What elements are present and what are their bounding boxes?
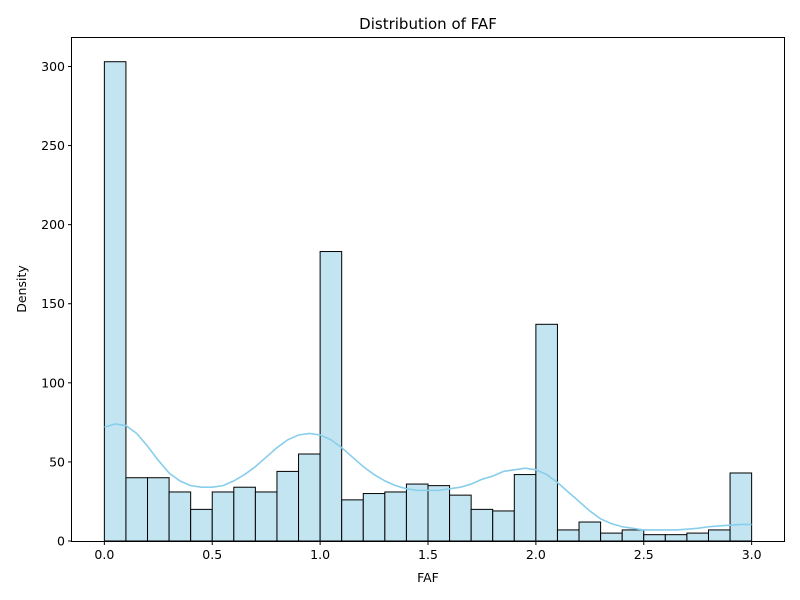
histogram-bar bbox=[427, 485, 451, 542]
histogram-bar bbox=[470, 508, 494, 542]
histogram-bar bbox=[449, 494, 472, 542]
chart-title: Distribution of FAF bbox=[359, 15, 497, 33]
x-tick-label: 0.0 bbox=[94, 547, 114, 562]
x-tick-label: 2.5 bbox=[634, 547, 654, 562]
histogram-bar bbox=[535, 323, 558, 542]
histogram-bar bbox=[147, 477, 170, 542]
histogram-bar bbox=[319, 251, 343, 542]
x-tick-label: 1.5 bbox=[418, 547, 438, 562]
histogram-bar bbox=[621, 529, 645, 542]
histogram-bar bbox=[233, 486, 256, 542]
histogram-bar bbox=[190, 508, 213, 542]
y-tick-label: 50 bbox=[49, 454, 65, 469]
bars-group bbox=[103, 61, 753, 542]
histogram-bar bbox=[341, 499, 364, 542]
histogram-bar bbox=[384, 491, 407, 542]
x-tick-label: 1.0 bbox=[310, 547, 330, 562]
histogram-bar bbox=[298, 453, 321, 542]
histogram-bar bbox=[168, 491, 192, 542]
histogram-bar bbox=[556, 529, 580, 542]
x-tick-label: 2.0 bbox=[526, 547, 546, 562]
histogram-bar bbox=[125, 477, 149, 542]
histogram-bar bbox=[254, 491, 278, 542]
x-axis-label: FAF bbox=[417, 570, 439, 585]
y-tick-label: 200 bbox=[41, 217, 65, 232]
histogram-bar bbox=[664, 534, 688, 542]
histogram-bar bbox=[405, 483, 429, 542]
y-tick-label: 100 bbox=[41, 375, 65, 390]
histogram-bar bbox=[276, 470, 300, 542]
histogram-bar bbox=[600, 532, 623, 542]
histogram-bar bbox=[707, 529, 731, 542]
x-tick-label: 0.5 bbox=[202, 547, 222, 562]
histogram-bar bbox=[578, 521, 602, 542]
y-tick-label: 300 bbox=[41, 59, 65, 74]
x-axis-ticks: 0.0 0.5 1.0 1.5 2.0 2.5 3.0 bbox=[94, 541, 762, 562]
histogram-bar bbox=[686, 532, 709, 542]
y-tick-label: 150 bbox=[41, 296, 65, 311]
y-tick-label: 0 bbox=[57, 534, 65, 549]
histogram-bar bbox=[643, 534, 666, 542]
histogram-bar bbox=[103, 61, 127, 542]
kde-line bbox=[104, 423, 752, 531]
y-axis-ticks: 0 50 100 150 200 250 300 bbox=[41, 59, 72, 549]
plot-frame bbox=[71, 37, 785, 542]
histogram-bar bbox=[211, 491, 235, 542]
y-axis-label: Density bbox=[14, 265, 29, 313]
y-tick-label: 250 bbox=[41, 138, 65, 153]
x-tick-label: 3.0 bbox=[742, 547, 762, 562]
histogram-bar bbox=[492, 510, 515, 542]
histogram-bar bbox=[729, 472, 753, 542]
histogram-bar bbox=[362, 493, 386, 542]
histogram-bar bbox=[513, 474, 537, 542]
